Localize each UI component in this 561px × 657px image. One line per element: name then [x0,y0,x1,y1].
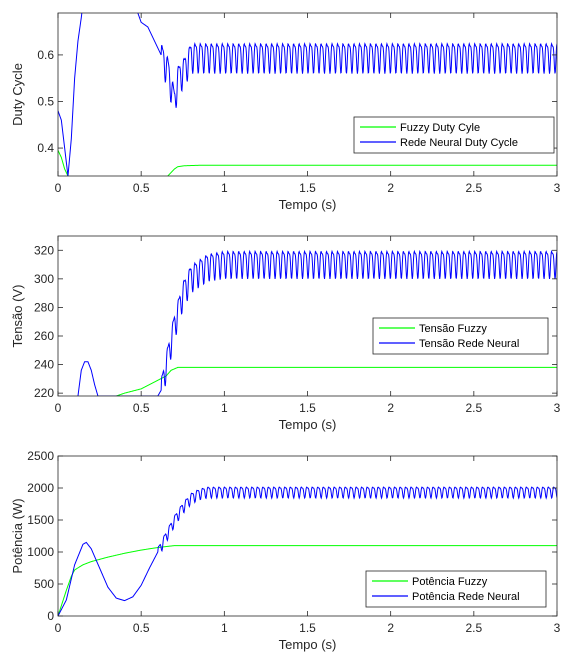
y-tick-label: 500 [34,577,54,591]
legend-label: Tensão Fuzzy [419,323,487,335]
y-tick-label: 220 [34,386,54,400]
x-tick-label: 2.5 [465,181,482,195]
y-tick-label: 260 [34,329,54,343]
x-tick-label: 2.5 [465,401,482,415]
legend-label: Potência Rede Neural [412,591,520,603]
legend-label: Rede Neural Duty Cycle [400,137,518,149]
subplot-1: 0 0.5 1 1.5 2 2.5 3 0.4 0.5 0.6 Tempo (s) Duty Cycl… [10,12,561,212]
legend-label: Fuzzy Duty Cyle [400,122,480,134]
x-axis-label: Tempo (s) [279,417,337,432]
y-tick-label: 0.5 [37,94,54,108]
y-tick-label: 1000 [27,545,54,559]
x-tick-label: 1 [221,621,228,635]
series-line-1 [58,150,557,176]
y-tick-label: 2000 [27,481,54,495]
legend: Tensão Fuzzy Tensão Rede Neural [372,317,549,355]
y-tick-label: 300 [34,272,54,286]
legend-box [365,570,547,608]
y-axis-label: Duty Cycle [10,63,25,126]
y-tick-label: 320 [34,243,54,257]
x-axis-label: Tempo (s) [279,637,337,652]
x-tick-label: 1.5 [299,401,316,415]
legend-label: Potência Fuzzy [412,576,488,588]
x-tick-label: 2 [387,401,394,415]
series-line-2 [58,486,557,616]
y-tick-label: 0.4 [37,141,54,155]
x-axis-label: Tempo (s) [279,197,337,212]
x-tick-label: 0 [55,181,62,195]
legend: Potência Fuzzy Potência Rede Neural [365,570,547,608]
x-tick-label: 3 [554,621,561,635]
y-tick-label: 280 [34,300,54,314]
series-line-1 [58,545,557,616]
x-tick-label: 3 [554,181,561,195]
x-tick-label: 3 [554,401,561,415]
subplot-3: 0 0.5 1 1.5 2 2.5 3 0 500 1000 1500 2000 2500 Tempo (… [10,449,561,652]
y-tick-label: 0.6 [37,48,54,62]
x-tick-label: 0.5 [133,401,150,415]
x-tick-label: 0 [55,621,62,635]
y-axis-label: Tensão (V) [10,285,25,348]
legend-box [372,317,549,355]
x-tick-label: 2 [387,181,394,195]
x-tick-label: 0.5 [133,621,150,635]
series-line-2 [58,13,557,176]
x-tick-label: 2 [387,621,394,635]
y-tick-label: 1500 [27,513,54,527]
x-tick-label: 2.5 [465,621,482,635]
legend: Fuzzy Duty Cyle Rede Neural Duty Cycle [353,116,555,154]
x-tick-label: 1 [221,181,228,195]
y-tick-label: 240 [34,358,54,372]
legend-box [353,116,555,154]
series-line-1 [116,366,557,396]
subplot-2: 0 0.5 1 1.5 2 2.5 3 220 240 260 280 300 320 Tempo (s)… [10,235,561,432]
x-tick-label: 0 [55,401,62,415]
legend-label: Tensão Rede Neural [419,338,519,350]
series-line-2 [77,249,557,396]
x-tick-label: 1 [221,401,228,415]
x-tick-label: 1.5 [299,181,316,195]
x-tick-label: 1.5 [299,621,316,635]
y-axis-label: Potência (W) [10,498,25,573]
x-tick-label: 0.5 [133,181,150,195]
y-tick-label: 0 [47,609,54,623]
y-tick-label: 2500 [27,449,54,463]
